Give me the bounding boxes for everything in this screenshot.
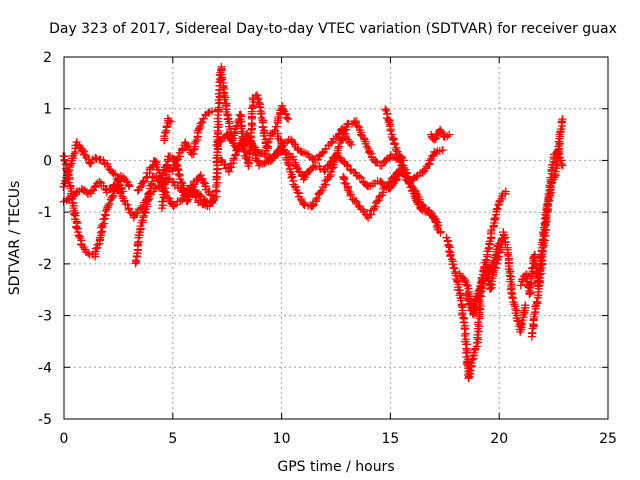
series-1 <box>59 138 127 196</box>
series-markers <box>157 152 219 213</box>
series-7 <box>211 62 293 196</box>
x-tick-labels: 0 5 10 15 20 25 <box>60 431 617 447</box>
series-markers <box>131 107 216 268</box>
x-tick-label: 5 <box>168 431 177 447</box>
series-markers <box>381 105 408 165</box>
series-16 <box>462 239 504 319</box>
series-markers <box>160 114 175 145</box>
series-12 <box>381 105 408 165</box>
axis-ticks <box>63 56 609 420</box>
y-tick-label: 2 <box>43 50 52 66</box>
series-11 <box>339 161 443 230</box>
x-tick-label: 20 <box>490 431 508 447</box>
series-5 <box>157 152 219 213</box>
chart-title: Day 323 of 2017, Sidereal Day-to-day VTE… <box>49 21 617 37</box>
y-tick-label: -1 <box>38 205 52 221</box>
x-tick-label: 0 <box>60 431 69 447</box>
y-tick-labels: 2 1 0 -1 -2 -3 -4 -5 <box>38 50 52 428</box>
series-markers <box>527 146 567 341</box>
series-markers <box>211 62 293 196</box>
y-tick-label: 0 <box>43 153 52 169</box>
series-13 <box>427 125 454 144</box>
y-tick-label: 1 <box>43 102 52 118</box>
series-6 <box>160 114 175 145</box>
plot-frame <box>63 56 609 420</box>
x-axis-title: GPS time / hours <box>277 459 394 475</box>
y-tick-label: -2 <box>38 257 52 273</box>
series-markers <box>427 125 454 144</box>
data-series <box>59 62 567 383</box>
x-tick-label: 10 <box>273 431 291 447</box>
y-axis-title: SDTVAR / TECUs <box>7 181 23 296</box>
x-tick-label: 15 <box>381 431 399 447</box>
y-tick-label: -4 <box>38 360 52 376</box>
series-markers <box>462 239 504 319</box>
x-tick-label: 25 <box>599 431 617 447</box>
y-tick-label: -5 <box>38 412 52 428</box>
grid <box>64 57 608 419</box>
series-18 <box>527 146 567 341</box>
y-tick-label: -3 <box>38 309 52 325</box>
series-markers <box>339 161 443 230</box>
series-markers <box>59 138 127 196</box>
series-3 <box>131 107 216 268</box>
